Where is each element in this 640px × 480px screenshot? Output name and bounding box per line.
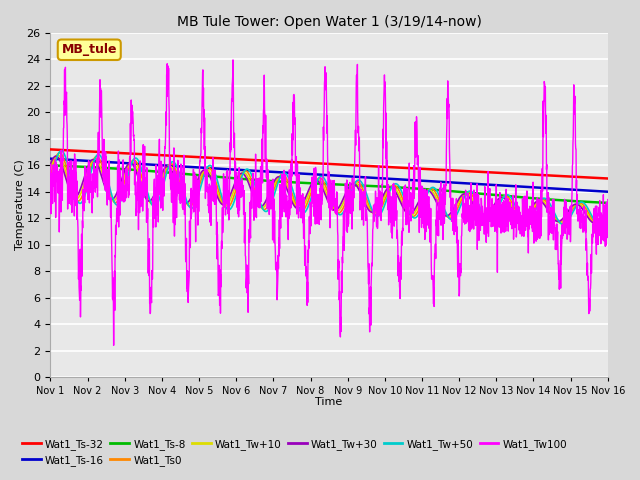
- Text: MB_tule: MB_tule: [61, 43, 117, 56]
- Legend: Wat1_Ts-32, Wat1_Ts-16, Wat1_Ts-8, Wat1_Ts0, Wat1_Tw+10, Wat1_Tw+30, Wat1_Tw+50,: Wat1_Ts-32, Wat1_Ts-16, Wat1_Ts-8, Wat1_…: [18, 434, 572, 470]
- Title: MB Tule Tower: Open Water 1 (3/19/14-now): MB Tule Tower: Open Water 1 (3/19/14-now…: [177, 15, 481, 29]
- X-axis label: Time: Time: [316, 397, 342, 408]
- Y-axis label: Temperature (C): Temperature (C): [15, 159, 25, 251]
